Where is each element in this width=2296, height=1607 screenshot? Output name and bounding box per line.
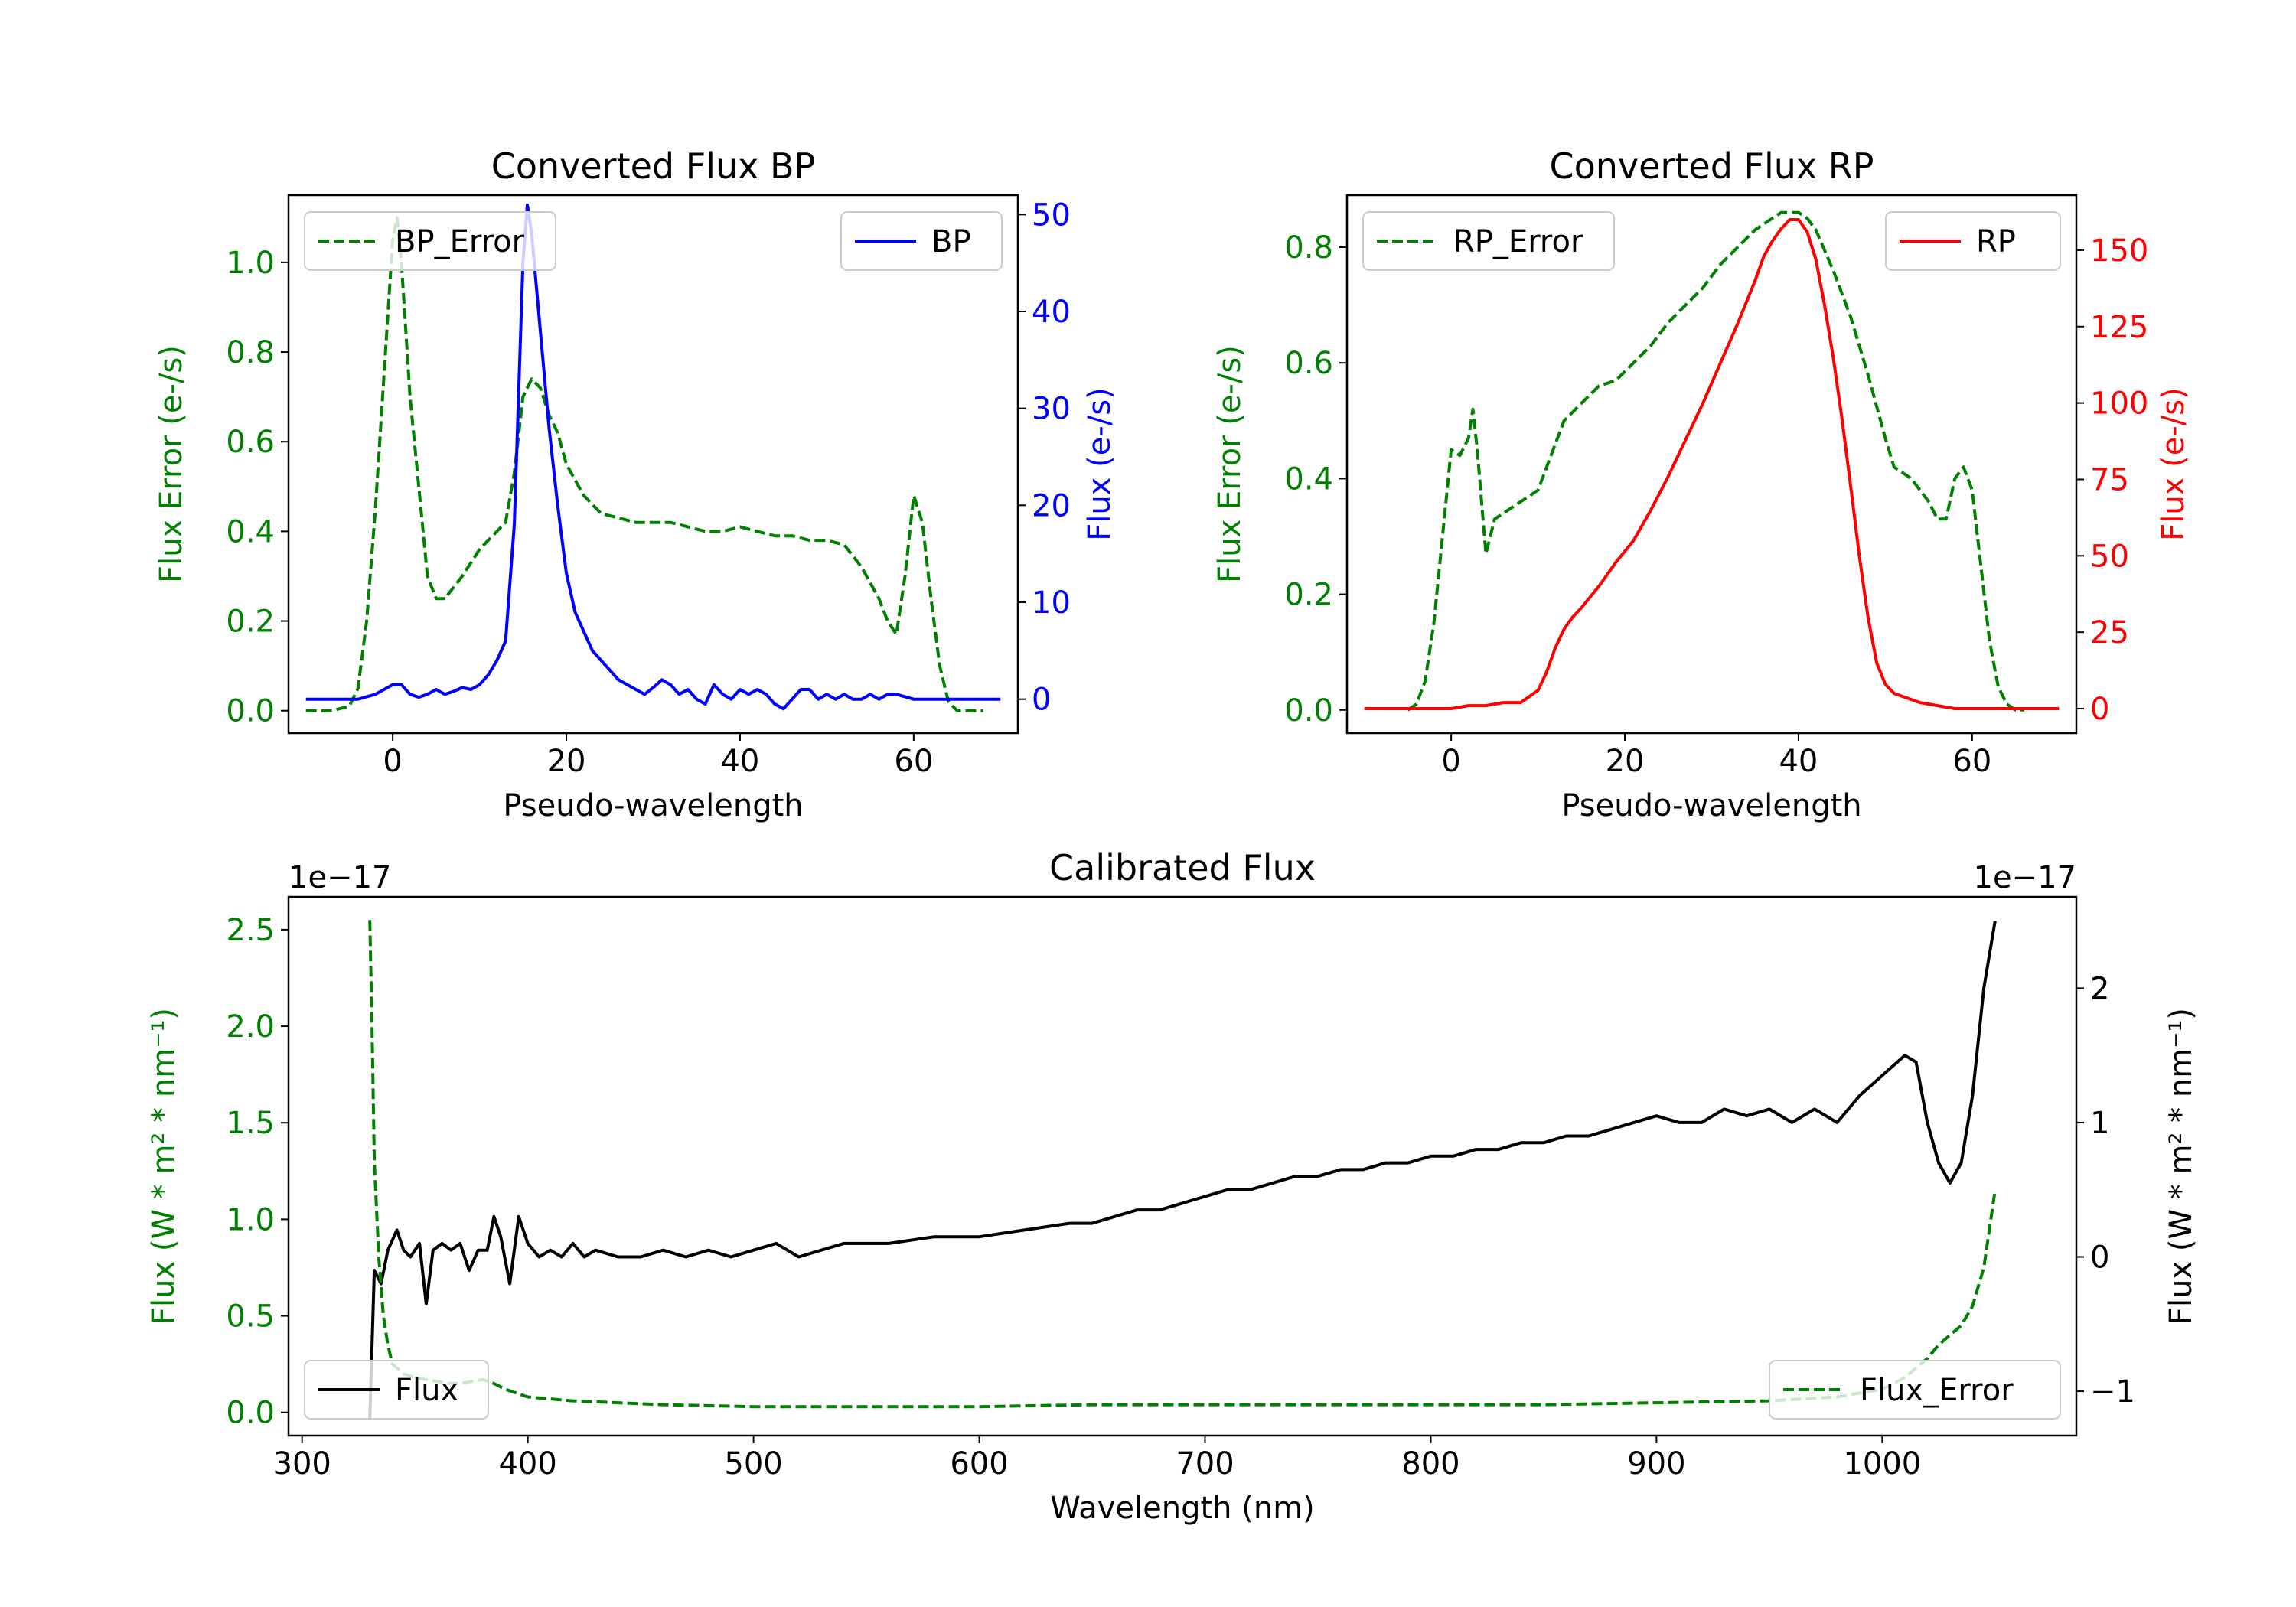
y-left-offset-label: 1e−17 <box>289 860 391 895</box>
x-tick-label: 500 <box>724 1446 782 1482</box>
y-right-tick-label: 1 <box>2090 1106 2109 1141</box>
x-tick-label: 600 <box>950 1446 1008 1482</box>
chart-title: Converted Flux RP <box>1550 145 1874 187</box>
y-left-tick-label: 0.2 <box>1284 578 1333 613</box>
legend-label: RP <box>1976 224 2016 259</box>
x-tick-label: 20 <box>547 744 586 779</box>
series-line-bp-error <box>305 216 983 712</box>
x-tick-label: 700 <box>1176 1446 1234 1482</box>
series-line-flux <box>368 921 1997 1419</box>
x-tick-label: 20 <box>1606 744 1645 779</box>
y-left-tick-label: 0.8 <box>226 335 275 370</box>
legend-label: Flux <box>395 1373 458 1408</box>
y-left-tick-label: 0.0 <box>226 1396 275 1431</box>
legend-box <box>1769 1360 2061 1420</box>
y-right-tick-label: 100 <box>2090 386 2148 422</box>
x-tick-label: 800 <box>1401 1446 1459 1482</box>
y-left-tick-label: 1.0 <box>226 246 275 281</box>
chart-title: Converted Flux BP <box>491 145 816 187</box>
y-left-tick-label: 0.4 <box>226 514 275 549</box>
y-right-tick-label: 150 <box>2090 233 2148 269</box>
x-tick-label: 900 <box>1627 1446 1685 1482</box>
x-tick-label: 400 <box>498 1446 556 1482</box>
legend-box <box>1362 211 1615 271</box>
y-left-axis-label: Flux Error (e-/s) <box>1212 345 1247 583</box>
panel-calibrated: 300 400 500 600 700 800 900 1000 Wavelength (nm)… <box>146 847 2199 1526</box>
x-tick-label: 300 <box>273 1446 331 1482</box>
y-right-axis-label: Flux (W * m² * nm⁻¹) <box>2164 1008 2199 1325</box>
y-left-axis-label: Flux Error (e-/s) <box>154 345 189 583</box>
legend-label: BP <box>931 224 971 259</box>
y-right-tick-label: 30 <box>1032 392 1071 427</box>
series-line-bp <box>305 203 1001 711</box>
x-tick-label: 60 <box>1952 744 1991 779</box>
x-axis-label: Wavelength (nm) <box>1050 1491 1315 1526</box>
y-left-tick-label: 0.0 <box>1284 693 1333 729</box>
series-line-rp <box>1364 218 2060 710</box>
y-right-tick-label: 10 <box>1032 585 1071 621</box>
y-left-axis-label: Flux (W * m² * nm⁻¹) <box>146 1008 181 1325</box>
chart-title: Calibrated Flux <box>1049 847 1316 888</box>
x-tick-label: 0 <box>383 744 402 779</box>
y-right-tick-label: −1 <box>2090 1374 2135 1410</box>
y-left-tick-label: 1.5 <box>226 1106 275 1141</box>
y-right-tick-label: 75 <box>2090 462 2129 497</box>
y-left-tick-label: 0.5 <box>226 1299 275 1335</box>
y-right-tick-label: 50 <box>2090 539 2129 574</box>
y-left-tick-label: 0.6 <box>1284 346 1333 381</box>
legend-label: Flux_Error <box>1860 1373 2014 1408</box>
y-right-axis-label: Flux (e-/s) <box>1082 387 1117 540</box>
y-right-axis-label: Flux (e-/s) <box>2156 387 2191 540</box>
legend-box <box>304 1360 489 1420</box>
y-left-tick-label: 1.0 <box>226 1202 275 1237</box>
y-right-tick-label: 0 <box>2090 1240 2109 1276</box>
plot-frame <box>287 895 2078 1437</box>
x-tick-label: 0 <box>1441 744 1460 779</box>
y-right-offset-label: 1e−17 <box>1974 860 2076 895</box>
y-right-tick-label: 125 <box>2090 310 2148 345</box>
plot-frame <box>287 194 1019 735</box>
y-right-tick-label: 20 <box>1032 488 1071 523</box>
panel-rp: 0 20 40 60 Pseudo-wavelength 0.0 0.2 0.4 0.6 0.8 0… <box>1212 145 2191 823</box>
y-left-tick-label: 0.4 <box>1284 461 1333 497</box>
x-tick-label: 40 <box>1779 744 1818 779</box>
series-line-rp-error <box>1407 210 2024 712</box>
y-right-tick-label: 40 <box>1032 295 1071 330</box>
x-tick-label: 60 <box>894 744 933 779</box>
legend-box <box>1885 211 2061 271</box>
y-right-tick-label: 50 <box>1032 197 1071 233</box>
x-tick-label: 1000 <box>1843 1446 1921 1482</box>
y-right-tick-label: 0 <box>1032 683 1051 718</box>
y-left-tick-label: 0.2 <box>226 605 275 640</box>
y-right-tick-label: 0 <box>2090 692 2109 727</box>
y-left-tick-label: 2.5 <box>226 913 275 948</box>
y-left-tick-label: 2.0 <box>226 1009 275 1045</box>
y-left-tick-label: 0.6 <box>226 425 275 460</box>
y-right-tick-label: 25 <box>2090 615 2129 650</box>
y-left-tick-label: 0.8 <box>1284 230 1333 266</box>
y-right-tick-label: 2 <box>2090 971 2109 1006</box>
x-tick-label: 40 <box>720 744 759 779</box>
panel-bp: 0 20 40 60 Pseudo-wavelength 0.0 0.2 0.4 0.6 0.8 1… <box>154 145 1117 823</box>
x-axis-label: Pseudo-wavelength <box>503 788 803 823</box>
legend-box <box>840 211 1003 271</box>
plot-frame <box>1345 194 2078 735</box>
x-axis-label: Pseudo-wavelength <box>1561 788 1861 823</box>
legend-label: BP_Error <box>395 224 525 259</box>
legend-box <box>304 211 556 271</box>
y-left-tick-label: 0.0 <box>226 694 275 729</box>
legend-label: RP_Error <box>1453 224 1583 259</box>
